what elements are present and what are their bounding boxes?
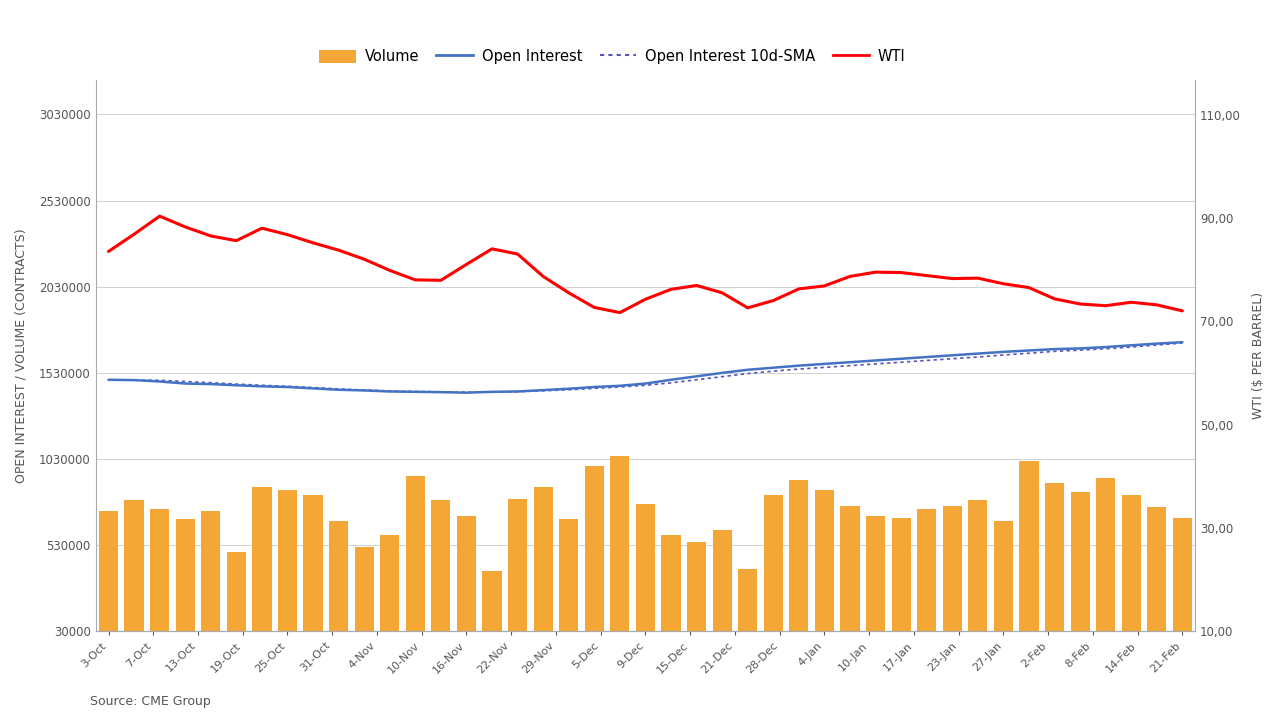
Bar xyxy=(867,516,886,637)
Bar xyxy=(687,542,707,637)
Text: Source: CME Group: Source: CME Group xyxy=(90,695,210,708)
Bar xyxy=(841,506,860,637)
Bar xyxy=(662,535,681,637)
Bar xyxy=(534,486,553,637)
Bar xyxy=(1121,495,1140,637)
Y-axis label: WTI ($ PER BARREL): WTI ($ PER BARREL) xyxy=(1252,292,1265,419)
Bar xyxy=(329,521,348,637)
Bar xyxy=(1096,478,1115,637)
Bar xyxy=(431,501,451,637)
Bar xyxy=(1172,518,1192,637)
Bar xyxy=(942,506,961,637)
Y-axis label: OPEN INTEREST / VOLUME (CONTRACTS): OPEN INTEREST / VOLUME (CONTRACTS) xyxy=(15,229,28,483)
Bar xyxy=(585,466,604,637)
Bar xyxy=(892,518,910,637)
Bar xyxy=(790,480,809,637)
Bar xyxy=(916,509,936,637)
Bar xyxy=(150,509,169,637)
Bar xyxy=(278,490,297,637)
Bar xyxy=(815,490,835,637)
Bar xyxy=(1147,507,1166,637)
Bar xyxy=(1070,492,1089,637)
Bar xyxy=(457,516,476,637)
Bar xyxy=(303,495,323,637)
Bar xyxy=(175,519,195,637)
Bar xyxy=(968,501,987,637)
Bar xyxy=(611,456,630,637)
Bar xyxy=(380,535,399,637)
Bar xyxy=(713,530,732,637)
Bar xyxy=(559,519,579,637)
Bar xyxy=(99,511,118,637)
Bar xyxy=(739,570,758,637)
Bar xyxy=(406,476,425,637)
Bar xyxy=(252,486,271,637)
Bar xyxy=(355,547,374,637)
Bar xyxy=(636,504,655,637)
Bar xyxy=(1019,461,1038,637)
Bar xyxy=(483,571,502,637)
Bar xyxy=(993,521,1012,637)
Bar xyxy=(124,501,143,637)
Bar xyxy=(1044,483,1064,637)
Legend: Volume, Open Interest, Open Interest 10d-SMA, WTI: Volume, Open Interest, Open Interest 10d… xyxy=(314,43,911,70)
Bar xyxy=(508,498,527,637)
Bar xyxy=(201,511,220,637)
Bar xyxy=(227,552,246,637)
Bar xyxy=(764,495,783,637)
